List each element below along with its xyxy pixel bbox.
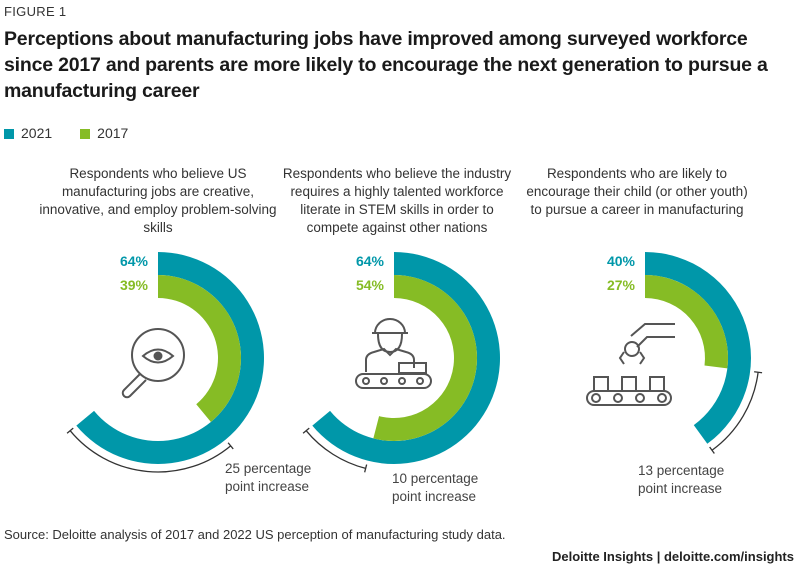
panel-3-increase-bracket-tick [754,371,763,374]
panel-2-increase-bracket-tick [364,464,368,473]
brand-footer: Deloitte Insights | deloitte.com/insight… [552,549,794,564]
panel-3-arc-2021 [645,252,752,444]
panel-1-label-2017: 39% [119,277,148,293]
panel-3-increase-bracket-tick [709,446,715,454]
panel-3-increase-bracket [711,372,759,451]
panel-3-label-2017: 27% [606,277,635,293]
legend-item-2021: 2021 [4,125,52,141]
legend-swatch [80,129,91,139]
panel-3-label-2021: 40% [606,253,635,269]
panel-2-arc-2021 [312,252,501,464]
panel-2-label-2017: 54% [355,277,384,293]
legend-label: 2021 [21,125,53,141]
worker-conveyor-icon [355,318,432,389]
panel-3-annotation: 13 percentage point increase [638,463,725,496]
panel-1-arc-2021 [76,252,265,464]
legend: 2021 2017 [4,125,128,141]
panel-1-annotation: 25 percentage point increase [225,461,312,494]
panel-2-label-2021: 64% [355,253,384,269]
panel-1-increase-bracket-tick [227,442,234,450]
chart-title: Perceptions about manufacturing jobs hav… [4,28,768,102]
panel-2-increase-bracket [305,430,366,470]
panel-1-description: Respondents who believe US manufacturing… [39,166,277,235]
legend-swatch [4,129,14,139]
panel-1-increase-bracket-tick [66,427,74,434]
panel-3-arc-2017 [645,275,728,369]
panel-2-arc-2017 [373,275,477,441]
panel-1-label-2021: 64% [119,253,148,269]
figure-label: FIGURE 1 [4,4,67,19]
panel-2-annotation: 10 percentage point increase [392,471,479,504]
magnifier-eye-icon [121,328,185,399]
panel-1-increase-bracket [69,430,232,473]
panel-3-description: Respondents who are likely to encourage … [526,166,748,217]
panel-2-description: Respondents who believe the industry req… [282,166,512,235]
panel-2-increase-bracket-tick [302,427,310,434]
panel-1-arc-2017 [158,275,241,422]
legend-label: 2017 [97,125,129,141]
legend-item-2017: 2017 [80,125,128,141]
robot-arm-conveyor-icon [586,323,675,406]
source-note: Source: Deloitte analysis of 2017 and 20… [4,527,506,542]
